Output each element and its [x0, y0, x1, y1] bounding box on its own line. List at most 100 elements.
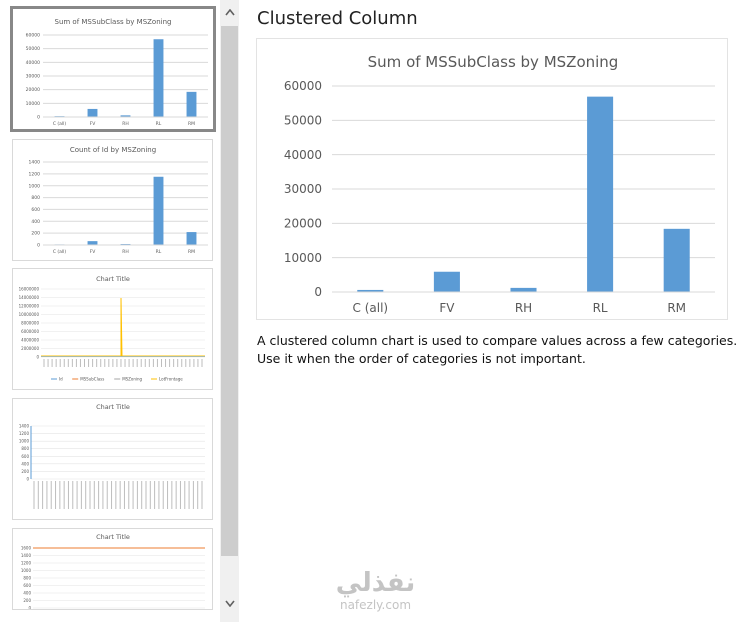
watermark-arabic: نفذلي	[335, 568, 416, 598]
legend-label: MSSubClass	[80, 377, 104, 382]
x-tick-label: RL	[593, 301, 608, 315]
thumbnail-sum-mssubclass[interactable]: Sum of MSSubClass by MSZoning 0 10000 20000…	[10, 6, 216, 132]
y-tick-label: 800	[23, 576, 31, 581]
y-tick-label: 20000	[26, 87, 40, 93]
chart-title: Count of Id by MSZoning	[70, 146, 156, 154]
y-tick-label: 200	[31, 231, 40, 237]
y-tick-label: 400	[31, 219, 40, 225]
y-tick-label: 800	[21, 446, 29, 451]
bar-fv	[433, 271, 460, 292]
thumbnail-line-chart-3[interactable]: Chart Title 0 200 400 600 800 1000 1200 1400 1600	[12, 528, 213, 610]
y-tick-label: 10000000	[19, 312, 40, 317]
x-tick-label: C (all)	[353, 301, 389, 315]
y-tick-label: 60000	[26, 33, 40, 39]
legend-label: MSZoning	[122, 377, 142, 382]
y-tick-label: 1400	[29, 160, 41, 166]
y-tick-label: 12000000	[19, 304, 40, 309]
y-tick-label: 16000000	[19, 287, 40, 292]
y-tick-label: 600	[21, 454, 29, 459]
y-tick-label: 800	[31, 195, 40, 201]
thumbnail-chart-5: Chart Title 0 200 400 600 800 1000 1200 1400 1600	[21, 533, 205, 610]
y-tick-label: 1000	[21, 568, 32, 573]
thumbnail-scrollbar[interactable]	[220, 0, 239, 622]
x-tick-label: RM	[188, 249, 195, 255]
y-tick-label: 2000000	[21, 346, 39, 351]
bar-fv	[87, 241, 98, 245]
bar-rh	[510, 287, 537, 292]
y-tick-label: 1400	[19, 424, 30, 429]
scroll-thumb[interactable]	[221, 26, 238, 556]
y-tick-label: 40000	[284, 148, 322, 162]
y-tick-label: 30000	[284, 182, 322, 196]
y-tick-label: 1200	[21, 561, 32, 566]
y-tick-label: 10000	[26, 101, 40, 107]
y-tick-label: 600	[23, 583, 31, 588]
x-tick-label: FV	[90, 121, 97, 127]
y-tick-label: 1200	[29, 171, 41, 177]
bar-rm	[186, 232, 197, 245]
y-tick-label: 1000	[29, 183, 41, 189]
y-tick-label: 6000000	[21, 329, 39, 334]
watermark: نفذلي nafezly.com	[328, 568, 423, 612]
thumbnail-chart-2: Count of Id by MSZoning 0 200 400 600 800 1000…	[29, 146, 208, 255]
y-tick-label: 600	[31, 207, 40, 213]
bar-rl	[587, 96, 614, 292]
thumbnail-chart-1: Sum of MSSubClass by MSZoning 0 10000 20000…	[26, 18, 208, 127]
preview-chart: Sum of MSSubClass by MSZoning 0 10000 20000…	[256, 38, 728, 320]
y-tick-label: 30000	[26, 74, 40, 80]
main-chart-svg: Sum of MSSubClass by MSZoning 0 10000 20000…	[284, 53, 715, 315]
chart-title: Chart Title	[96, 275, 130, 283]
y-tick-label: 8000000	[21, 321, 39, 326]
bar-fv	[87, 108, 98, 117]
thumbnail-line-chart-2[interactable]: Chart Title 0 200 400 600 800 1000 1200 1400	[12, 398, 213, 520]
chart-title: Chart Title	[96, 533, 130, 541]
y-tick-label: 200	[23, 598, 31, 603]
x-tick-label: RH	[122, 249, 129, 255]
bar-rl	[153, 176, 164, 245]
y-tick-label: 4000000	[21, 338, 39, 343]
x-tick-label: RL	[156, 249, 162, 255]
thumbnail-count-id[interactable]: Count of Id by MSZoning 0 200 400 600 800 1000…	[12, 139, 213, 261]
y-tick-label: 50000	[26, 46, 40, 52]
y-tick-label: 0	[28, 606, 31, 610]
thumbnail-chart-3: Chart Title 0 2000000 4000000 6000000 8000000…	[19, 275, 205, 382]
y-tick-label: 400	[23, 591, 31, 596]
x-tick-label: FV	[439, 301, 455, 315]
y-tick-label: 1600	[21, 546, 32, 551]
x-tick-label: RM	[667, 301, 686, 315]
y-tick-label: 0	[37, 243, 40, 249]
bar-rl	[153, 39, 164, 117]
x-tick-label: C (all)	[53, 121, 67, 127]
y-tick-label: 14000000	[19, 295, 40, 300]
x-tick-label: RH	[515, 301, 532, 315]
scroll-down-button[interactable]	[220, 592, 239, 614]
y-tick-label: 20000	[284, 217, 322, 231]
y-tick-label: 40000	[26, 60, 40, 66]
y-tick-label: 0	[314, 285, 322, 299]
scroll-up-button[interactable]	[220, 2, 239, 24]
x-tick-label: C (all)	[53, 249, 67, 255]
x-tick-label: FV	[90, 249, 97, 255]
y-tick-label: 1400	[21, 553, 32, 558]
preview-title: Clustered Column	[257, 8, 418, 29]
y-tick-label: 200	[21, 469, 29, 474]
chart-thumbnail-list: Sum of MSSubClass by MSZoning 0 10000 20000…	[0, 0, 220, 622]
x-tick-label: RH	[122, 121, 129, 127]
y-tick-label: 10000	[284, 251, 322, 265]
y-tick-label: 50000	[284, 114, 322, 128]
preview-description: A clustered column chart is used to comp…	[257, 333, 738, 366]
y-tick-label: 0	[26, 477, 29, 482]
y-tick-label: 0	[37, 115, 40, 121]
bar-c-all-	[357, 289, 384, 292]
thumbnail-line-chart-1[interactable]: Chart Title 0 2000000 4000000 6000000 8000000…	[12, 268, 213, 390]
x-tick-label: RM	[188, 121, 195, 127]
legend-label: Id	[59, 377, 63, 382]
watermark-latin: nafezly.com	[339, 598, 412, 612]
y-tick-label: 0	[36, 355, 39, 360]
y-tick-label: 1200	[19, 431, 30, 436]
chart-title: Chart Title	[96, 403, 130, 411]
y-tick-label: 1000	[19, 439, 30, 444]
y-tick-label: 60000	[284, 79, 322, 93]
series-line-lotfrontage	[41, 297, 205, 357]
legend-label: LotFrontage	[159, 377, 183, 382]
